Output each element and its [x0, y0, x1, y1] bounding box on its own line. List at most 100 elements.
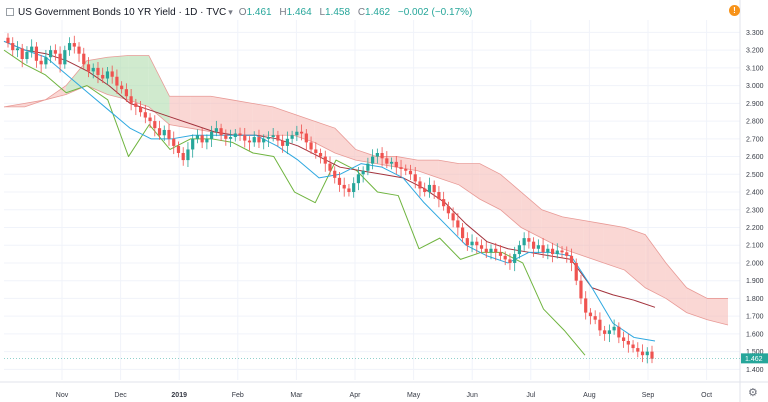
- candle-body: [631, 344, 635, 349]
- candle: [191, 134, 195, 158]
- candle: [49, 45, 53, 63]
- candle: [153, 115, 157, 137]
- candle: [366, 157, 370, 176]
- candle: [342, 177, 346, 197]
- cloud-segment: [66, 60, 87, 95]
- candle-body: [172, 138, 176, 146]
- candle: [337, 171, 342, 192]
- candle: [423, 182, 427, 197]
- candle: [214, 120, 218, 137]
- candle: [598, 312, 602, 337]
- cloud-segment: [686, 287, 708, 320]
- candle-body: [333, 170, 337, 178]
- candle-body: [281, 140, 285, 146]
- time-tick-label: May: [407, 392, 421, 399]
- candle-body: [569, 255, 574, 263]
- candle: [148, 113, 152, 128]
- candle-body: [247, 140, 252, 143]
- candle: [645, 347, 649, 364]
- candle: [167, 124, 171, 146]
- low-label: L: [319, 6, 325, 18]
- cloud-segment: [521, 192, 542, 239]
- candle-body: [238, 133, 242, 136]
- price-tick-label: 1.800: [746, 296, 764, 303]
- candle-body: [120, 85, 124, 90]
- price-tick-label: 2.800: [746, 119, 764, 126]
- candle-body: [565, 252, 569, 256]
- candle-body: [318, 153, 323, 157]
- price-tick-label: 3.100: [746, 65, 764, 72]
- candle: [546, 244, 550, 260]
- candlestick-series: [6, 33, 654, 364]
- candle: [527, 230, 531, 249]
- candle: [636, 342, 640, 358]
- candle: [200, 128, 204, 149]
- candle-body: [508, 259, 512, 263]
- candle-body: [361, 170, 365, 175]
- candle-body: [266, 137, 271, 139]
- candle: [470, 234, 474, 253]
- candle-body: [513, 254, 517, 263]
- candle: [328, 156, 332, 176]
- time-tick-label: Nov: [56, 392, 69, 399]
- price-tick-label: 1.400: [746, 367, 764, 374]
- candle: [186, 142, 190, 168]
- candle-body: [138, 106, 143, 113]
- candle-body: [233, 133, 237, 138]
- candle-body: [124, 89, 128, 97]
- time-tick-label: Oct: [701, 392, 712, 399]
- candle: [314, 142, 318, 159]
- candle: [233, 129, 237, 142]
- price-tick-label: 3.000: [746, 83, 764, 90]
- symbol-title[interactable]: US Government Bonds 10 YR Yield: [18, 6, 176, 18]
- candle: [404, 164, 408, 176]
- candle: [574, 258, 578, 286]
- open-label: O: [238, 6, 247, 18]
- candle: [110, 65, 114, 84]
- candle-body: [427, 184, 432, 193]
- candle: [53, 44, 57, 61]
- candle-body: [25, 51, 29, 60]
- candle: [243, 128, 247, 148]
- candle-body: [243, 135, 247, 141]
- candle-body: [588, 312, 593, 317]
- close-value: 1.462: [365, 6, 391, 18]
- cloud-segment: [665, 262, 687, 313]
- candle-body: [517, 245, 522, 255]
- time-tick-label: 2019: [171, 392, 187, 399]
- price-tick-label: 2.000: [746, 260, 764, 267]
- chevron-down-icon[interactable]: ▾: [228, 6, 233, 17]
- candle: [224, 129, 228, 146]
- candle: [560, 246, 564, 258]
- price-tick-label: 2.100: [746, 243, 764, 250]
- candle: [67, 37, 72, 56]
- candle-body: [219, 128, 223, 136]
- candle-body: [560, 250, 564, 253]
- candle-body: [134, 103, 138, 107]
- candle-body: [621, 337, 626, 341]
- gear-icon[interactable]: ⚙: [748, 387, 758, 399]
- price-tick-label: 2.500: [746, 172, 764, 179]
- candle-body: [96, 67, 100, 75]
- candle-body: [465, 238, 469, 246]
- warning-icon[interactable]: !: [729, 5, 740, 16]
- cloud-segment: [562, 216, 584, 256]
- candle: [318, 148, 323, 164]
- candle: [432, 180, 436, 199]
- lagging-span-line: [3, 49, 586, 356]
- candle: [532, 237, 536, 257]
- candle: [115, 69, 119, 94]
- candle: [266, 131, 271, 147]
- cloud-segment: [272, 106, 294, 136]
- price-tick-label: 1.700: [746, 314, 764, 321]
- candle: [408, 164, 413, 180]
- candle: [569, 248, 574, 272]
- candle-body: [153, 121, 157, 129]
- last-price-badge-text: 1.462: [745, 356, 763, 363]
- candle-body: [44, 57, 48, 65]
- candle-body: [626, 340, 630, 345]
- candle: [550, 242, 555, 263]
- source-label: TVC: [206, 6, 227, 18]
- interval-label[interactable]: 1D: [184, 6, 198, 18]
